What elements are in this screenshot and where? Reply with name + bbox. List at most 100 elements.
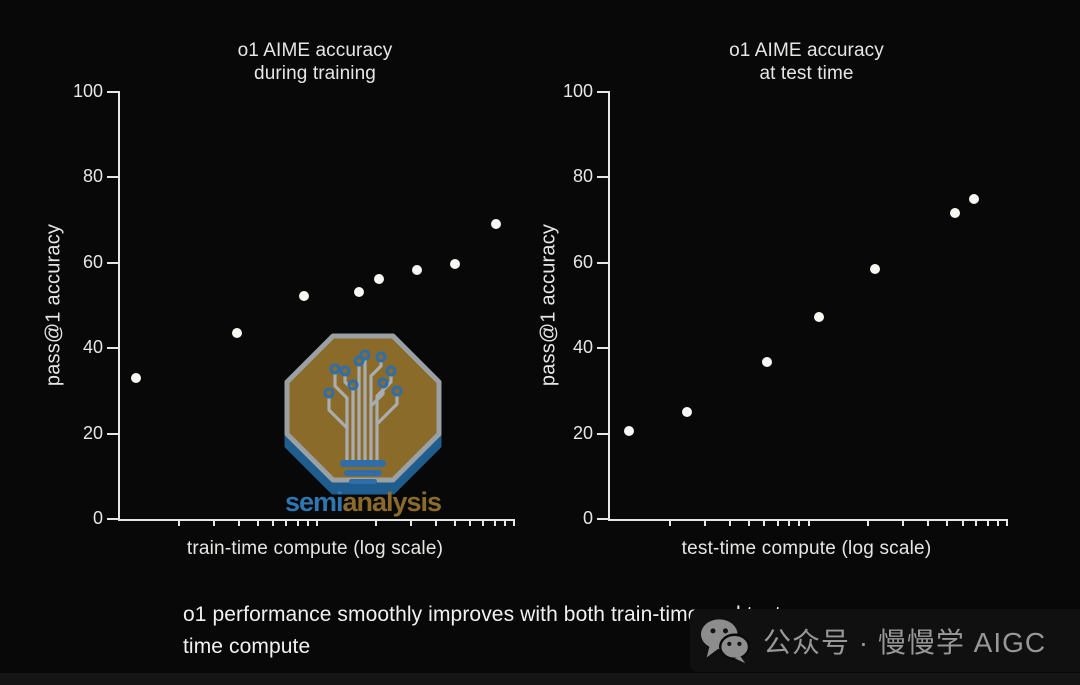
x-axis-tick: [902, 519, 905, 526]
x-axis-tick: [763, 519, 766, 526]
x-axis-tick: [316, 519, 318, 526]
semianalysis-octagon-icon: [284, 333, 442, 495]
right-chart-x-axis-label: test-time compute (log scale): [681, 538, 932, 559]
y-tick-label: 100: [72, 81, 103, 102]
right-chart-plot-area: 0 20 40 60 80 100: [563, 81, 1008, 528]
y-tick-label: 40: [82, 337, 103, 358]
y-tick-label: 0: [92, 508, 103, 529]
data-point: [624, 426, 635, 437]
y-axis-tick: [107, 91, 120, 93]
data-point: [490, 219, 501, 230]
x-axis-tick: [975, 519, 978, 526]
x-axis-tick: [503, 519, 506, 526]
right-chart-title-line2: at test time: [759, 62, 854, 84]
right-chart-y-axis-label: pass@1 accuracy: [537, 223, 560, 387]
semianalysis-logo: semianalysis: [278, 332, 448, 518]
left-chart-title: o1 AIME accuracy during training: [118, 40, 512, 85]
x-axis-tick: [867, 519, 870, 526]
x-axis-tick: [272, 519, 275, 526]
data-point: [298, 290, 309, 301]
watermark-panel: [690, 609, 1080, 672]
x-axis-tick: [256, 519, 259, 526]
y-tick-label: 60: [82, 251, 103, 272]
x-axis-tick: [285, 519, 288, 526]
data-point: [449, 258, 460, 269]
x-axis-tick: [469, 519, 472, 526]
data-point: [761, 357, 772, 368]
figure-caption: o1 performance smoothly improves with bo…: [183, 599, 843, 663]
caption-line2: time compute: [183, 635, 311, 658]
x-axis-tick: [927, 519, 929, 526]
right-chart-title: o1 AIME accuracy at test time: [608, 40, 1005, 85]
semianalysis-wordmark: semianalysis: [278, 487, 448, 518]
y-tick-label: 0: [582, 508, 593, 529]
y-tick-label: 60: [572, 251, 593, 272]
x-axis-tick: [306, 519, 309, 526]
data-point: [412, 264, 423, 275]
x-axis-tick: [807, 519, 810, 526]
x-axis-tick: [946, 519, 949, 526]
x-axis-tick: [296, 519, 299, 526]
x-axis-tick: [798, 519, 801, 526]
y-tick-label: 100: [562, 81, 593, 102]
y-axis-tick: [597, 91, 610, 93]
x-axis-tick: [434, 519, 437, 526]
x-axis-tick: [961, 519, 964, 526]
left-chart-plot-area: 0 20 40 60 80 100: [73, 81, 515, 528]
x-axis-tick: [996, 519, 999, 526]
watermark-text: 公众号 · 慢慢学 AIGC: [763, 627, 1047, 658]
x-axis-tick: [788, 519, 791, 526]
x-axis-tick: [703, 519, 706, 526]
x-axis-tick: [728, 519, 731, 526]
wordmark-semi: semi: [284, 487, 344, 517]
y-axis-tick: [107, 518, 120, 520]
y-axis-tick: [107, 432, 120, 435]
data-point: [374, 274, 385, 285]
x-axis-tick: [178, 519, 181, 526]
y-axis-tick: [597, 347, 610, 350]
caption-line1: o1 performance smoothly improves with bo…: [183, 603, 789, 626]
left-chart-title-line2: during training: [254, 62, 376, 84]
data-point: [969, 193, 980, 204]
x-axis-tick: [237, 519, 240, 526]
data-point: [232, 328, 243, 339]
y-axis-tick: [107, 347, 120, 350]
left-chart-x-axis-label: train-time compute (log scale): [186, 538, 444, 559]
bottom-strip: [0, 673, 1080, 685]
left-chart-title-line1: o1 AIME accuracy: [237, 40, 393, 61]
x-axis-tick: [513, 519, 515, 526]
y-axis-tick: [597, 518, 610, 520]
data-point: [813, 312, 824, 323]
x-axis-tick: [776, 519, 779, 526]
y-tick-label: 20: [82, 422, 103, 443]
y-axis-tick: [597, 176, 610, 179]
y-tick-label: 80: [82, 166, 103, 187]
right-chart-title-line1: o1 AIME accuracy: [729, 40, 884, 61]
y-tick-label: 80: [572, 166, 593, 187]
data-point: [869, 263, 880, 274]
wechat-icon: [700, 619, 750, 664]
y-axis-tick: [597, 261, 610, 264]
wordmark-analysis: analysis: [342, 487, 442, 517]
y-axis-tick: [597, 432, 610, 435]
x-axis-tick: [747, 519, 750, 526]
x-axis-tick: [1006, 519, 1008, 526]
x-axis-tick: [482, 519, 485, 526]
y-tick-label: 20: [572, 422, 593, 443]
x-axis-tick: [453, 519, 456, 526]
x-axis-tick: [986, 519, 989, 526]
data-point: [949, 208, 960, 219]
wechat-watermark: 公众号 · 慢慢学 AIGC: [700, 615, 1046, 667]
y-axis-tick: [107, 261, 120, 264]
x-axis-tick: [493, 519, 496, 526]
x-axis-tick: [375, 519, 378, 526]
data-point: [354, 287, 365, 298]
x-axis-tick: [409, 519, 412, 526]
y-tick-label: 40: [572, 337, 593, 358]
y-axis-tick: [107, 176, 120, 179]
x-axis-tick: [668, 519, 671, 526]
data-point: [131, 373, 142, 384]
left-chart-y-axis-label: pass@1 accuracy: [42, 223, 65, 387]
x-axis-tick: [212, 519, 215, 526]
data-point: [682, 407, 693, 418]
